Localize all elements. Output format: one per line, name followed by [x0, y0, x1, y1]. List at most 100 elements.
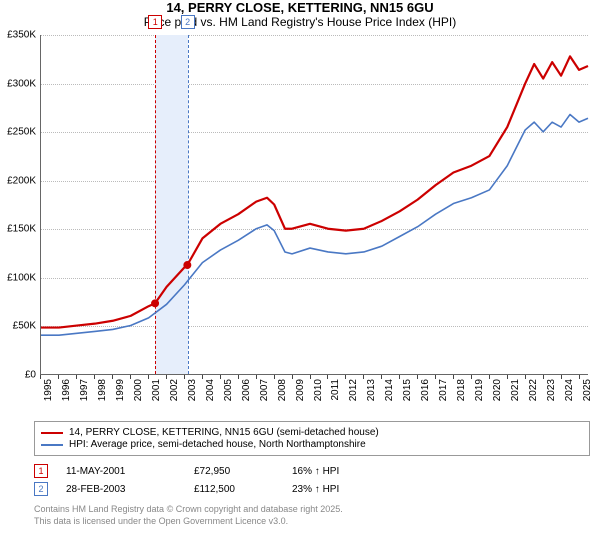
sale-hpi: 16% ↑ HPI: [292, 466, 382, 477]
x-tick: [417, 375, 418, 379]
footer-line-1: Contains HM Land Registry data © Crown c…: [34, 504, 590, 516]
x-tick: [166, 375, 167, 379]
x-tick-label: 2025: [582, 379, 593, 401]
x-tick: [94, 375, 95, 379]
y-tick-label: £0: [25, 370, 36, 381]
sale-hpi: 23% ↑ HPI: [292, 484, 382, 495]
legend-item: 14, PERRY CLOSE, KETTERING, NN15 6GU (se…: [41, 427, 583, 438]
x-tick-label: 2024: [564, 379, 575, 401]
x-tick: [507, 375, 508, 379]
x-tick-label: 2021: [510, 379, 521, 401]
x-tick-label: 2002: [169, 379, 180, 401]
y-tick-label: £350K: [7, 30, 36, 41]
x-tick: [579, 375, 580, 379]
x-tick: [220, 375, 221, 379]
x-tick-label: 2009: [295, 379, 306, 401]
x-tick: [184, 375, 185, 379]
x-tick-label: 2010: [313, 379, 324, 401]
x-tick: [202, 375, 203, 379]
x-tick: [471, 375, 472, 379]
chart-svg: [41, 35, 588, 374]
event-marker: 2: [181, 15, 195, 29]
x-tick-label: 1995: [43, 379, 54, 401]
x-tick-label: 2017: [438, 379, 449, 401]
x-tick-label: 2015: [402, 379, 413, 401]
x-tick: [274, 375, 275, 379]
sale-date: 28-FEB-2003: [66, 484, 176, 495]
x-tick: [453, 375, 454, 379]
x-tick: [130, 375, 131, 379]
legend-item: HPI: Average price, semi-detached house,…: [41, 439, 583, 450]
x-tick: [489, 375, 490, 379]
legend-swatch: [41, 444, 63, 446]
x-tick-label: 2008: [277, 379, 288, 401]
event-marker: 1: [148, 15, 162, 29]
x-tick-label: 2012: [348, 379, 359, 401]
x-tick: [561, 375, 562, 379]
x-tick: [327, 375, 328, 379]
y-tick-label: £300K: [7, 78, 36, 89]
x-tick: [148, 375, 149, 379]
legend-label: 14, PERRY CLOSE, KETTERING, NN15 6GU (se…: [69, 427, 379, 438]
x-tick-label: 2023: [546, 379, 557, 401]
sale-date: 11-MAY-2001: [66, 466, 176, 477]
y-tick-label: £150K: [7, 224, 36, 235]
x-tick-label: 2019: [474, 379, 485, 401]
sale-point: [151, 299, 159, 307]
x-tick: [543, 375, 544, 379]
x-tick-label: 2014: [384, 379, 395, 401]
sale-row: 1 11-MAY-2001 £72,950 16% ↑ HPI: [34, 464, 590, 478]
x-tick-label: 2013: [366, 379, 377, 401]
x-tick-label: 1996: [61, 379, 72, 401]
y-tick-label: £50K: [13, 321, 36, 332]
x-tick-label: 2022: [528, 379, 539, 401]
x-tick-label: 2007: [259, 379, 270, 401]
x-tick: [40, 375, 41, 379]
x-tick-label: 2020: [492, 379, 503, 401]
y-tick-label: £250K: [7, 127, 36, 138]
x-tick-label: 2003: [187, 379, 198, 401]
x-tick: [363, 375, 364, 379]
x-tick: [381, 375, 382, 379]
x-tick: [292, 375, 293, 379]
sale-badge: 1: [34, 464, 48, 478]
footer-attribution: Contains HM Land Registry data © Crown c…: [34, 504, 590, 527]
x-tick: [525, 375, 526, 379]
x-tick-label: 1998: [97, 379, 108, 401]
legend-label: HPI: Average price, semi-detached house,…: [69, 439, 366, 450]
chart-title: 14, PERRY CLOSE, KETTERING, NN15 6GU: [0, 0, 600, 15]
x-tick-label: 1999: [115, 379, 126, 401]
x-tick: [435, 375, 436, 379]
x-tick: [238, 375, 239, 379]
x-tick-label: 2005: [223, 379, 234, 401]
x-tick-label: 2004: [205, 379, 216, 401]
x-tick-label: 2016: [420, 379, 431, 401]
x-tick-label: 2006: [241, 379, 252, 401]
chart-subtitle: Price paid vs. HM Land Registry's House …: [0, 15, 600, 29]
x-tick: [76, 375, 77, 379]
y-tick-label: £100K: [7, 272, 36, 283]
footer-line-2: This data is licensed under the Open Gov…: [34, 516, 590, 528]
x-tick: [256, 375, 257, 379]
legend-box: 14, PERRY CLOSE, KETTERING, NN15 6GU (se…: [34, 421, 590, 456]
x-tick-label: 1997: [79, 379, 90, 401]
sales-table: 1 11-MAY-2001 £72,950 16% ↑ HPI 2 28-FEB-2003…: [34, 464, 590, 496]
sale-badge: 2: [34, 482, 48, 496]
x-tick: [345, 375, 346, 379]
x-tick: [58, 375, 59, 379]
legend-swatch: [41, 432, 63, 434]
x-tick-label: 2011: [330, 379, 341, 401]
series-property: [41, 56, 588, 327]
x-tick-label: 2000: [133, 379, 144, 401]
x-tick: [310, 375, 311, 379]
x-tick: [112, 375, 113, 379]
sale-point: [183, 261, 191, 269]
x-tick-label: 2001: [151, 379, 162, 401]
sale-price: £72,950: [194, 466, 274, 477]
x-tick-label: 2018: [456, 379, 467, 401]
x-axis-labels: 1995 1996 1997 1998 1999 2000 2001 2002 2003 2004…: [40, 375, 588, 415]
x-tick: [399, 375, 400, 379]
sale-row: 228-FEB-2003£112,50023% ↑ HPI: [34, 482, 590, 496]
chart-plot-area: £0£50K£100K£150K£200K£250K£300K£350K 12: [40, 35, 588, 375]
y-tick-label: £200K: [7, 175, 36, 186]
